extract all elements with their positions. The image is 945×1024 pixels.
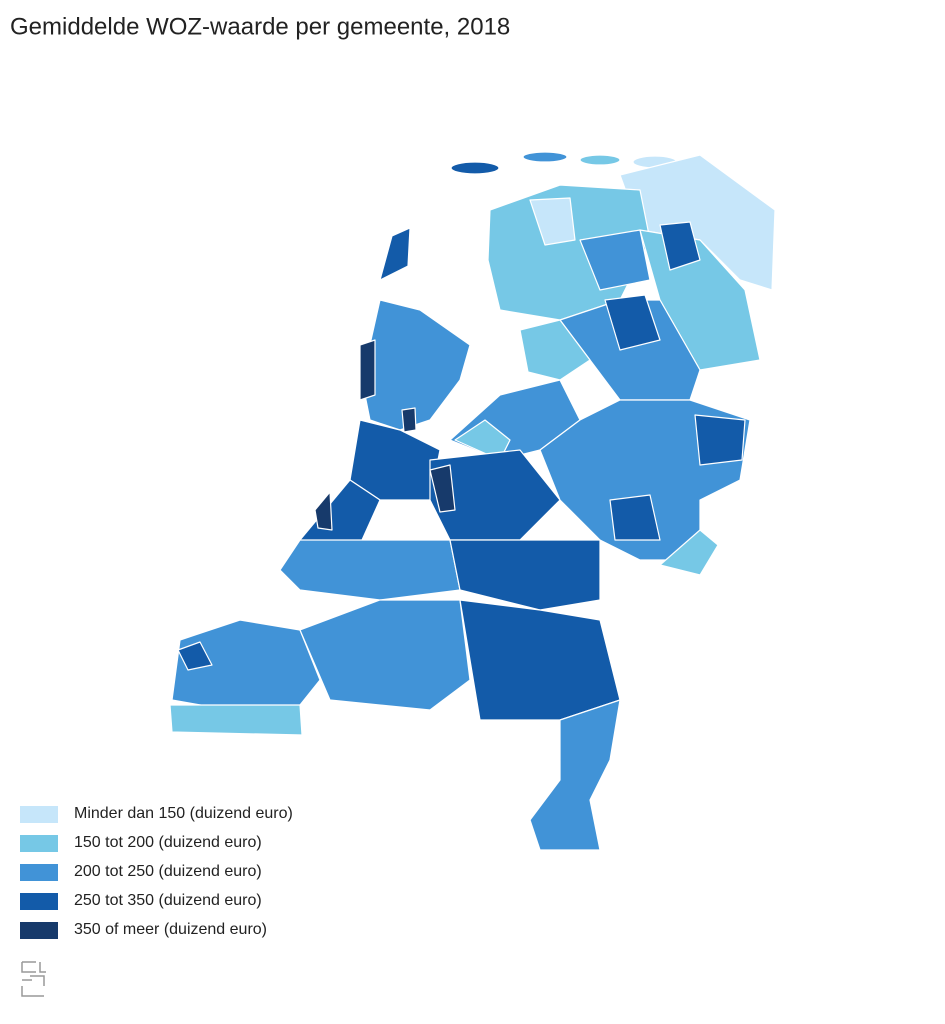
legend: Minder dan 150 (duizend euro) 150 tot 200…: [20, 805, 293, 939]
municipality-region: [450, 161, 500, 175]
municipality-region: [299, 599, 471, 711]
legend-swatch: [20, 835, 58, 852]
cbs-logo: [21, 961, 46, 997]
municipality-region: [604, 294, 661, 351]
municipality-region: [459, 599, 621, 721]
legend-label: 150 tot 200 (duizend euro): [74, 834, 262, 851]
municipality-region: [529, 197, 576, 246]
municipality-region: [522, 151, 568, 163]
municipality-region: [659, 221, 701, 271]
municipality-region: [659, 529, 719, 576]
legend-swatch: [20, 806, 58, 823]
municipality-region: [171, 619, 321, 713]
municipality-region: [429, 464, 456, 513]
municipality-region: [361, 299, 471, 431]
legend-label: Minder dan 150 (duizend euro): [74, 805, 293, 822]
municipality-region: [177, 641, 213, 671]
legend-label: 350 of meer (duizend euro): [74, 921, 267, 938]
map: [169, 151, 776, 851]
municipality-region: [579, 229, 651, 291]
legend-swatch: [20, 922, 58, 939]
map-title: Gemiddelde WOZ-waarde per gemeente, 2018: [10, 13, 510, 40]
municipality-region: [401, 407, 417, 433]
legend-label: 200 tot 250 (duizend euro): [74, 863, 262, 880]
municipality-region: [529, 699, 621, 851]
municipality-region: [379, 227, 411, 281]
legend-swatch: [20, 864, 58, 881]
municipality-region: [359, 339, 376, 401]
legend-swatch: [20, 893, 58, 910]
legend-label: 250 tot 350 (duizend euro): [74, 892, 262, 909]
municipality-region: [349, 419, 441, 501]
municipality-region: [694, 414, 746, 466]
municipality-region: [449, 539, 601, 611]
municipality-region: [169, 704, 303, 736]
municipality-region: [314, 491, 333, 531]
municipality-region: [519, 319, 591, 381]
municipality-region: [279, 539, 461, 601]
municipality-region: [579, 154, 621, 166]
municipality-region: [609, 494, 661, 541]
